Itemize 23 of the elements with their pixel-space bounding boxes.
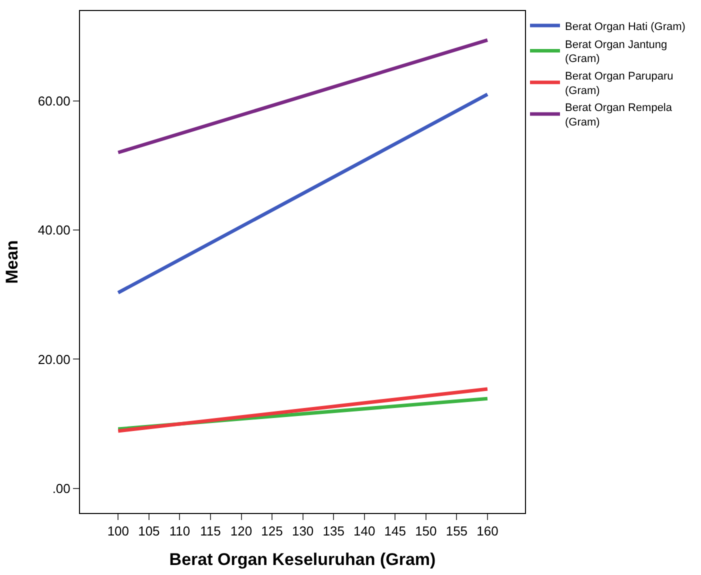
x-tick-label: 125 <box>261 524 283 539</box>
legend-label: Berat Organ Rempela (Gram) <box>565 102 673 128</box>
y-tick-label: 20.00 <box>38 352 70 367</box>
x-tick-label: 160 <box>476 524 498 539</box>
x-tick-label: 145 <box>384 524 406 539</box>
x-tick-label: 130 <box>292 524 314 539</box>
x-tick-label: 110 <box>169 524 190 539</box>
x-tick-label: 155 <box>446 524 468 539</box>
legend-label: Berat Organ Jantung (Gram) <box>565 38 668 66</box>
x-axis-title: Berat Organ Keseluruhan (Gram) <box>169 550 436 569</box>
legend-label: Berat Organ Hati (Gram) <box>565 20 686 33</box>
x-tick-label: 120 <box>230 524 252 539</box>
y-tick-label: 40.00 <box>38 222 70 238</box>
x-tick-label: 115 <box>200 524 221 539</box>
x-tick-label: 150 <box>415 524 437 539</box>
y-axis-title: Mean <box>2 240 22 284</box>
y-tick-label: .00 <box>52 481 70 496</box>
x-tick-label: 135 <box>322 524 344 539</box>
y-tick-label: 60.00 <box>38 93 70 108</box>
x-tick-label: 100 <box>107 524 130 539</box>
x-tick-label: 140 <box>354 524 376 539</box>
x-tick-label: 105 <box>138 524 160 539</box>
legend-label: Berat Organ Paruparu (Gram) <box>565 70 674 97</box>
